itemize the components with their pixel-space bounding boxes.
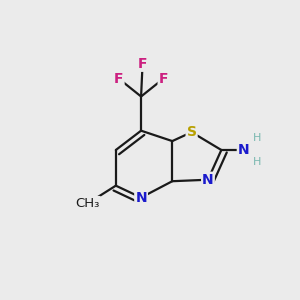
- Text: N: N: [202, 173, 214, 187]
- Text: F: F: [138, 57, 147, 71]
- Text: H: H: [253, 157, 261, 167]
- Text: N: N: [238, 143, 249, 157]
- Text: CH₃: CH₃: [75, 197, 100, 210]
- Text: F: F: [159, 72, 168, 86]
- Text: H: H: [253, 133, 261, 143]
- Text: F: F: [114, 72, 124, 86]
- Text: N: N: [135, 190, 147, 205]
- Text: S: S: [187, 125, 196, 139]
